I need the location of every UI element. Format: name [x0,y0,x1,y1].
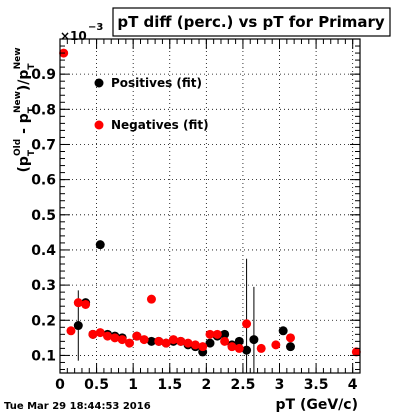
x-tick-label: 0 [55,377,65,393]
y-tick-label: 0.3 [31,278,56,294]
data-point-positives [242,345,252,355]
legend: Positives (fit) Negatives (fit) [94,76,209,132]
y-tick-label: 0.2 [31,313,56,329]
title-box: pT diff (perc.) vs pT for Primary [112,7,391,37]
y-tick-label: 0.7 [31,137,56,153]
data-point-negatives [95,328,105,338]
data-point-negatives [103,331,113,341]
timestamp: Tue Mar 29 18:44:53 2016 [4,401,151,412]
data-point-positives [146,336,156,346]
data-point-negatives [256,343,266,353]
y-axis-title: (pTOld - pTNew)/pTNew [13,47,37,172]
data-points [59,48,361,357]
data-point-negatives [198,342,208,352]
data-point-negatives [81,299,91,309]
ylabel-main: (p [16,156,32,172]
plot-frame [59,38,361,374]
ylabel-sub-t2: T [27,106,37,113]
axis-ticks [59,38,361,373]
x-axis-title: pT (GeV/c) [276,397,358,413]
error-bars [63,51,357,373]
legend-marker-negatives [94,120,104,130]
y-tick-label: 0.5 [31,208,56,224]
data-point-positives [278,326,288,336]
ylabel-div: )/p [16,70,32,92]
y-multiplier-base: ×10 [60,29,87,43]
data-point-negatives [205,329,215,339]
x-tick-label: 3 [275,377,285,393]
legend-label-positives: Positives (fit) [111,76,202,90]
grid [59,39,360,373]
data-point-negatives [66,326,76,336]
y-tick-label: 0.6 [31,173,56,189]
x-tick-label: 3.5 [304,377,329,393]
y-tick-label: 0.1 [31,348,56,364]
x-tick-label: 0.5 [84,377,109,393]
data-point-positives [234,336,244,346]
data-point-positives [205,338,215,348]
data-point-negatives [139,335,149,345]
data-point-negatives [271,340,281,350]
data-point-negatives [183,338,193,348]
data-point-positives [95,240,105,250]
x-tick-label: 2 [201,377,211,393]
data-point-negatives [227,342,237,352]
data-point-negatives [154,336,164,346]
data-point-negatives [132,331,142,341]
data-point-negatives [168,335,178,345]
x-tick-label: 4 [348,377,358,393]
data-point-negatives [220,336,230,346]
data-point-negatives [161,338,171,348]
data-point-negatives [190,340,200,350]
ylabel-sup-new2: New [13,47,23,69]
ylabel-sub-t3: T [27,63,37,70]
ylabel-minus: - p [16,113,32,139]
data-point-negatives [285,333,295,343]
y-tick-label: 0.9 [31,67,56,83]
ylabel-sub-t1: T [27,149,37,156]
x-tick-label: 1.5 [157,377,182,393]
x-tick-labels: 0 0.5 1 1.5 2 2.5 3 3.5 4 [55,377,358,393]
data-point-negatives [242,319,252,329]
data-point-negatives [234,343,244,353]
data-point-negatives [117,335,127,345]
data-point-positives [73,321,83,331]
data-point-negatives [176,336,186,346]
ylabel-sup-old: Old [13,139,23,156]
data-point-negatives [146,294,156,304]
svg-text:(pTOld - pTNew)/pTNew: (pTOld - pTNew)/pTNew [13,47,37,172]
x-tick-label: 2.5 [231,377,256,393]
data-point-negatives [351,347,361,357]
data-point-positives [220,329,230,339]
legend-label-negatives: Negatives (fit) [111,118,209,132]
data-point-negatives [125,338,135,348]
data-point-negatives [73,298,83,308]
data-point-negatives [88,329,98,339]
y-tick-label: 0.4 [31,243,56,259]
data-point-negatives [212,329,222,339]
data-point-positives [249,335,259,345]
legend-marker-positives [94,78,104,88]
x-tick-label: 1 [128,377,138,393]
data-point-positives [285,342,295,352]
y-tick-label: 0.8 [31,102,56,118]
data-point-negatives [110,333,120,343]
y-multiplier-exp: −3 [88,22,103,33]
chart-title: pT diff (perc.) vs pT for Primary [117,13,385,31]
y-tick-labels: 0.1 0.2 0.3 0.4 0.5 0.6 0.7 0.8 0.9 [31,67,56,364]
ylabel-sup-new1: New [13,91,23,113]
